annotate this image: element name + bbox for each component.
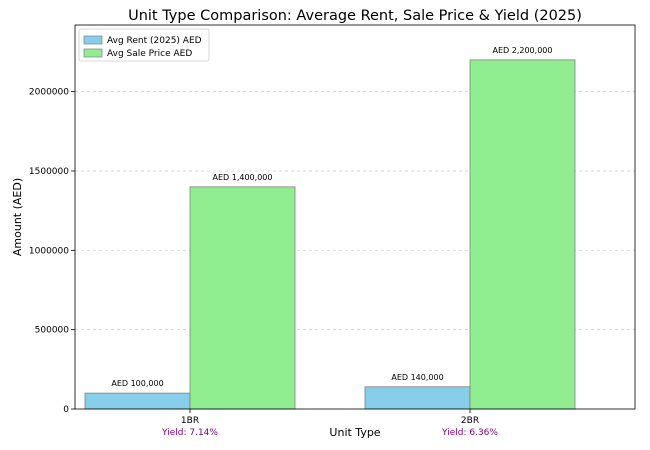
legend-entry: Avg Rent (2025) AED [107,36,202,46]
bar-rent-2br [364,386,471,410]
x-tick-label: 1BR [181,416,199,426]
y-axis-label: Amount (AED) [11,178,24,256]
y-tick-label: 500000 [35,326,70,336]
bar-value-label: AED 2,200,000 [493,46,553,55]
axes-frame [74,24,636,410]
legend-box [78,28,210,62]
x-axis-label: Unit Type [329,426,380,439]
bar-value-label: AED 140,000 [391,373,443,382]
bar-sale-2br [469,59,576,410]
chart-title: Unit Type Comparison: Average Rent, Sale… [128,8,582,24]
yield-label: Yield: 6.36% [441,428,498,438]
bar-value-label: AED 1,400,000 [213,173,273,182]
legend-swatch [83,48,103,58]
y-tick-label: 1000000 [29,246,69,256]
y-tick-label: 0 [63,405,69,415]
bar-value-labels: AED 100,000 AED 1,400,000 AED 140,000 AED 2… [111,46,552,388]
legend: Avg Rent (2025) AED Avg Sale Price AED [78,28,210,62]
x-tick-label: 2BR [461,416,479,426]
y-tick-label: 2000000 [29,88,69,98]
bar-sale-1br [189,186,296,410]
bar-value-label: AED 100,000 [111,379,163,388]
y-axis-ticks: 0 500000 1000000 1500000 2000000 [29,88,75,415]
legend-entry: Avg Sale Price AED [107,49,192,59]
bars [84,59,576,410]
x-axis-ticks: 1BR Yield: 7.14% 2BR Yield: 6.36% [161,409,498,438]
legend-swatch [83,35,103,45]
bar-rent-1br [84,392,191,410]
yield-label: Yield: 7.14% [161,428,218,438]
y-tick-label: 1500000 [29,167,69,177]
